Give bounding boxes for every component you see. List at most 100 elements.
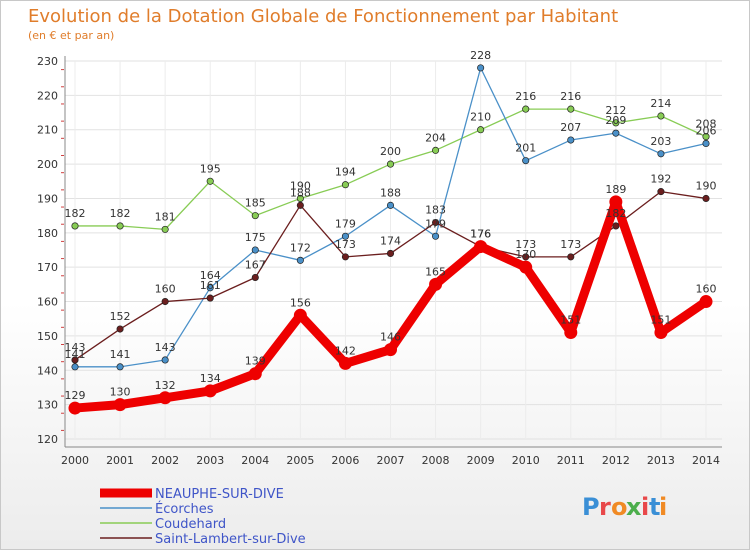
legend-label: Coudehard — [155, 517, 226, 532]
data-label: 176 — [470, 228, 491, 241]
data-label: 203 — [650, 135, 671, 148]
data-point — [161, 297, 169, 306]
data-label: 139 — [245, 355, 266, 368]
data-point — [116, 222, 124, 230]
data-label: 146 — [380, 331, 401, 344]
data-point — [71, 222, 79, 230]
data-point — [567, 253, 575, 261]
data-point — [519, 260, 533, 274]
data-point — [612, 119, 620, 127]
data-label: 143 — [65, 341, 86, 354]
data-point — [206, 284, 214, 292]
data-label: 141 — [65, 348, 86, 361]
x-tick-label: 2009 — [467, 454, 495, 467]
x-tick-label: 2006 — [331, 454, 359, 467]
y-tick-label: 200 — [37, 158, 58, 171]
data-label: 156 — [290, 296, 311, 309]
data-point — [657, 112, 665, 120]
data-point — [116, 363, 124, 371]
data-point — [567, 136, 575, 144]
data-label: 192 — [650, 173, 671, 186]
legend-label: NEAUPHE-SUR-DIVE — [155, 487, 284, 502]
data-label: 143 — [155, 341, 176, 354]
data-label: 152 — [110, 310, 131, 323]
data-point — [702, 133, 710, 141]
data-label: 208 — [696, 118, 717, 131]
data-point — [71, 356, 79, 364]
data-label: 167 — [245, 258, 266, 271]
data-point — [429, 277, 443, 291]
data-label: 129 — [65, 389, 86, 402]
logo-letter: t — [649, 493, 660, 521]
x-tick-label: 2013 — [647, 454, 675, 467]
data-point — [432, 232, 440, 240]
x-tick-label: 2002 — [151, 454, 179, 467]
data-point — [248, 367, 262, 381]
y-tick-label: 140 — [37, 364, 58, 377]
data-point — [522, 157, 530, 165]
data-label: 216 — [560, 90, 581, 103]
y-tick-label: 180 — [37, 227, 58, 240]
data-label: 212 — [605, 104, 626, 117]
y-tick-label: 130 — [37, 399, 58, 412]
x-tick-label: 2004 — [241, 454, 269, 467]
data-label: 173 — [515, 238, 536, 251]
data-point — [522, 105, 530, 113]
chart-subtitle: (en € et par an) — [28, 29, 114, 42]
data-label: 207 — [560, 121, 581, 134]
data-point — [477, 126, 485, 134]
data-label: 181 — [155, 210, 176, 223]
data-label: 170 — [515, 248, 536, 261]
grid — [65, 60, 722, 440]
data-point — [477, 64, 485, 72]
data-point — [161, 225, 169, 233]
y-tick-label: 210 — [37, 124, 58, 137]
data-label: 216 — [515, 90, 536, 103]
data-point — [296, 201, 304, 209]
data-point — [71, 363, 79, 371]
data-point — [432, 146, 440, 154]
data-point — [657, 150, 665, 158]
data-label: 209 — [605, 114, 626, 127]
data-point — [338, 356, 352, 370]
data-label: 179 — [425, 217, 446, 230]
x-tick-label: 2000 — [61, 454, 89, 467]
data-label: 141 — [110, 348, 131, 361]
logo-letter: o — [611, 493, 628, 521]
data-label: 201 — [515, 142, 536, 155]
data-point — [113, 398, 127, 412]
data-point — [432, 218, 440, 227]
data-point — [296, 256, 304, 264]
data-label: 142 — [335, 344, 356, 357]
data-label: 194 — [335, 166, 356, 179]
data-point — [657, 188, 665, 196]
x-tick-label: 2007 — [377, 454, 405, 467]
data-label: 160 — [155, 283, 176, 296]
data-label: 204 — [425, 131, 446, 144]
data-point — [203, 384, 217, 398]
data-label: 175 — [245, 231, 266, 244]
data-label: 228 — [470, 49, 491, 62]
legend-label: Écorches — [155, 501, 214, 517]
data-point — [386, 249, 395, 257]
data-point — [386, 201, 395, 209]
data-point — [161, 356, 169, 364]
data-label: 164 — [200, 269, 221, 282]
data-point — [609, 195, 623, 209]
data-label: 214 — [650, 97, 671, 110]
chart-title: Evolution de la Dotation Globale de Fonc… — [28, 6, 618, 27]
data-point — [699, 295, 713, 309]
data-point — [293, 308, 307, 322]
logo-letter: x — [626, 493, 642, 521]
data-label: 185 — [245, 197, 266, 210]
data-label: 151 — [560, 313, 581, 326]
data-label: 188 — [380, 186, 401, 199]
data-point — [341, 181, 349, 189]
data-point — [251, 273, 259, 282]
data-label: 151 — [650, 313, 671, 326]
x-tick-label: 2010 — [512, 454, 540, 467]
y-tick-label: 230 — [37, 55, 58, 68]
data-point — [251, 212, 259, 220]
